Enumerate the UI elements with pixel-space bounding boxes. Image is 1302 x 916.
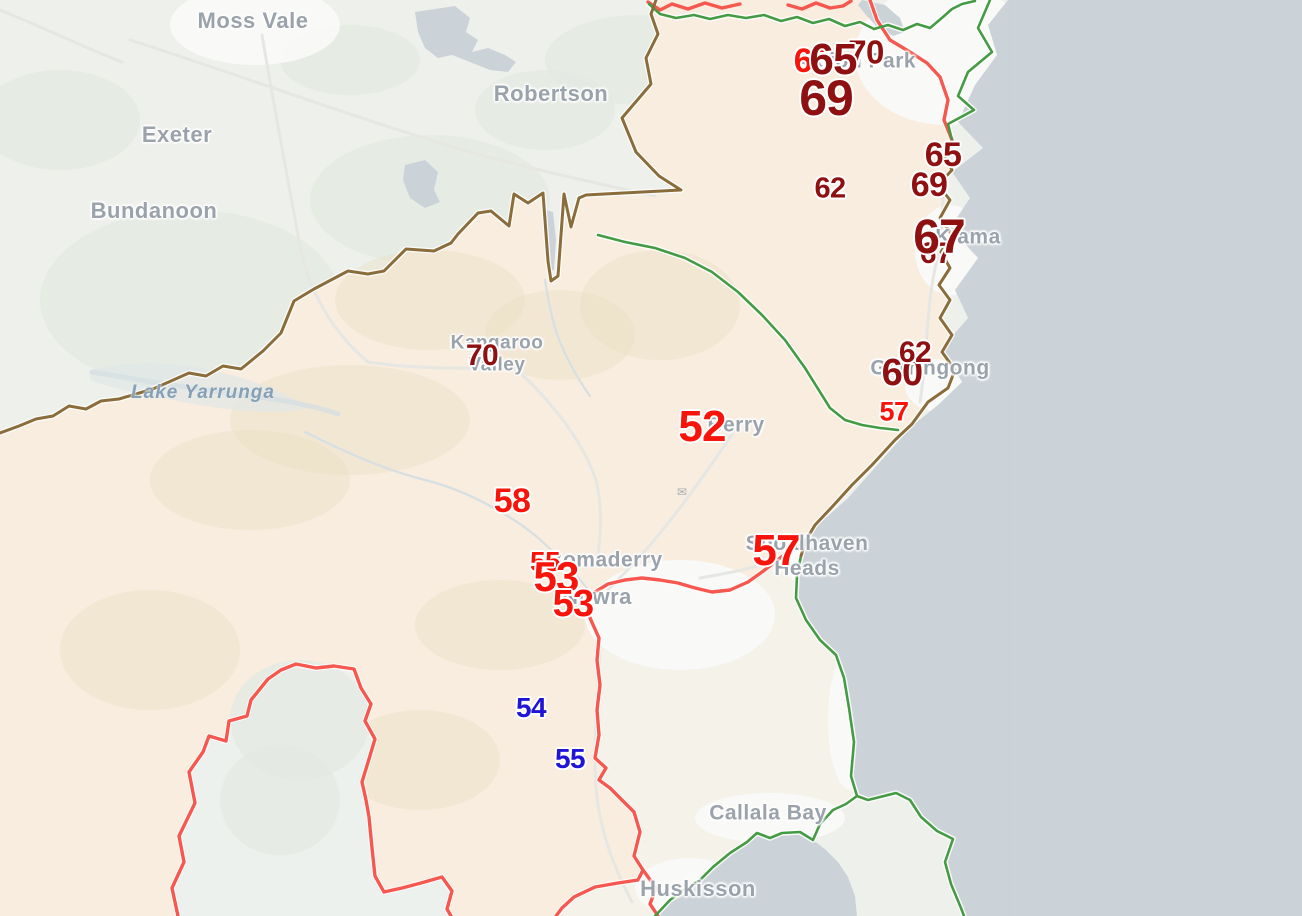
park-forest <box>220 660 370 855</box>
reservoir-lake <box>415 6 516 72</box>
rivers <box>89 278 592 592</box>
district-fill <box>0 0 955 916</box>
tasman-sea <box>796 0 1302 916</box>
terrain-shading <box>60 250 740 810</box>
small-lake <box>403 160 440 208</box>
jervis-bay <box>655 832 857 916</box>
